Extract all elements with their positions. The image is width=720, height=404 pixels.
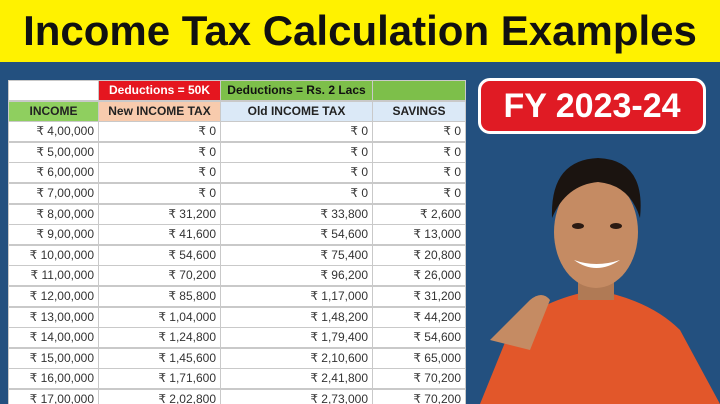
table-cell: ₹ 41,600 [98, 224, 221, 246]
eye [610, 223, 622, 229]
table-cell: ₹ 33,800 [220, 203, 373, 225]
table-cell: ₹ 1,17,000 [220, 286, 373, 307]
table-cell: ₹ 70,200 [98, 265, 221, 287]
table-cell: ₹ 14,00,000 [8, 327, 99, 349]
table-cell: ₹ 6,00,000 [8, 162, 99, 184]
table-cell: ₹ 5,00,000 [8, 141, 99, 163]
table-cell: ₹ 0 [98, 183, 221, 204]
table-cell: ₹ 15,00,000 [8, 347, 99, 369]
table-cell: Old INCOME TAX [220, 100, 373, 122]
table-cell: ₹ 85,800 [98, 286, 221, 307]
table-cell: ₹ 31,200 [98, 203, 221, 225]
table-cell: ₹ 0 [372, 141, 466, 163]
table-cell: ₹ 96,200 [220, 265, 373, 287]
table-cell: Deductions = Rs. 2 Lacs [220, 80, 373, 101]
table-cell: ₹ 0 [220, 121, 373, 143]
table-cell: ₹ 2,73,000 [220, 389, 373, 404]
table-cell: ₹ 16,00,000 [8, 368, 99, 390]
title-banner: Income Tax Calculation Examples [0, 0, 720, 62]
table-cell: ₹ 26,000 [372, 265, 466, 287]
table-cell: ₹ 1,71,600 [98, 368, 221, 390]
table-cell: ₹ 0 [372, 162, 466, 184]
table-cell: ₹ 31,200 [372, 286, 466, 307]
table-cell: ₹ 2,41,800 [220, 368, 373, 390]
table-cell: ₹ 17,00,000 [8, 389, 99, 404]
table-cell: New INCOME TAX [98, 100, 221, 122]
table-cell: ₹ 2,02,800 [98, 389, 221, 404]
table-cell: ₹ 13,00,000 [8, 306, 99, 328]
table-cell: ₹ 0 [372, 121, 466, 143]
table-cell: ₹ 11,00,000 [8, 265, 99, 287]
smile [574, 260, 620, 268]
table-cell: ₹ 65,000 [372, 347, 466, 369]
table-cell: ₹ 13,000 [372, 224, 466, 246]
table-cell: ₹ 2,10,600 [220, 347, 373, 369]
table-cell: ₹ 0 [220, 183, 373, 204]
table-cell: ₹ 54,600 [220, 224, 373, 246]
fy-badge: FY 2023-24 [478, 78, 706, 134]
table-cell: ₹ 20,800 [372, 244, 466, 266]
table-cell: ₹ 0 [220, 141, 373, 163]
table-cell: ₹ 12,00,000 [8, 286, 99, 307]
table-cell: ₹ 70,200 [372, 389, 466, 404]
table-cell: Deductions = 50K [98, 80, 221, 101]
table-cell: ₹ 70,200 [372, 368, 466, 390]
table-cell: ₹ 4,00,000 [8, 121, 99, 143]
table-cell: ₹ 1,79,400 [220, 327, 373, 349]
table-cell: ₹ 54,600 [98, 244, 221, 266]
face [554, 176, 638, 288]
table-cell: SAVINGS [372, 100, 466, 122]
table-cell: ₹ 8,00,000 [8, 203, 99, 225]
table-cell: ₹ 1,24,800 [98, 327, 221, 349]
presenter [480, 158, 720, 404]
table-cell: ₹ 1,04,000 [98, 306, 221, 328]
shirt [480, 290, 720, 404]
table-cell: ₹ 44,200 [372, 306, 466, 328]
table-cell: ₹ 1,45,600 [98, 347, 221, 369]
table-cell: ₹ 54,600 [372, 327, 466, 349]
table-cell: ₹ 0 [98, 121, 221, 143]
eye [572, 223, 584, 229]
hair [551, 158, 641, 218]
table-cell: ₹ 10,00,000 [8, 244, 99, 266]
hand [490, 295, 550, 350]
table-cell: ₹ 0 [98, 141, 221, 163]
table-cell: INCOME [8, 100, 99, 122]
table-cell: ₹ 75,400 [220, 244, 373, 266]
table-cell: ₹ 0 [220, 162, 373, 184]
table-cell: ₹ 2,600 [372, 203, 466, 225]
table-cell: ₹ 1,48,200 [220, 306, 373, 328]
table-cell [372, 80, 466, 101]
table-cell: ₹ 9,00,000 [8, 224, 99, 246]
table-cell [8, 80, 99, 101]
table-cell: ₹ 0 [372, 183, 466, 204]
table-cell: ₹ 0 [98, 162, 221, 184]
table-cell: ₹ 7,00,000 [8, 183, 99, 204]
